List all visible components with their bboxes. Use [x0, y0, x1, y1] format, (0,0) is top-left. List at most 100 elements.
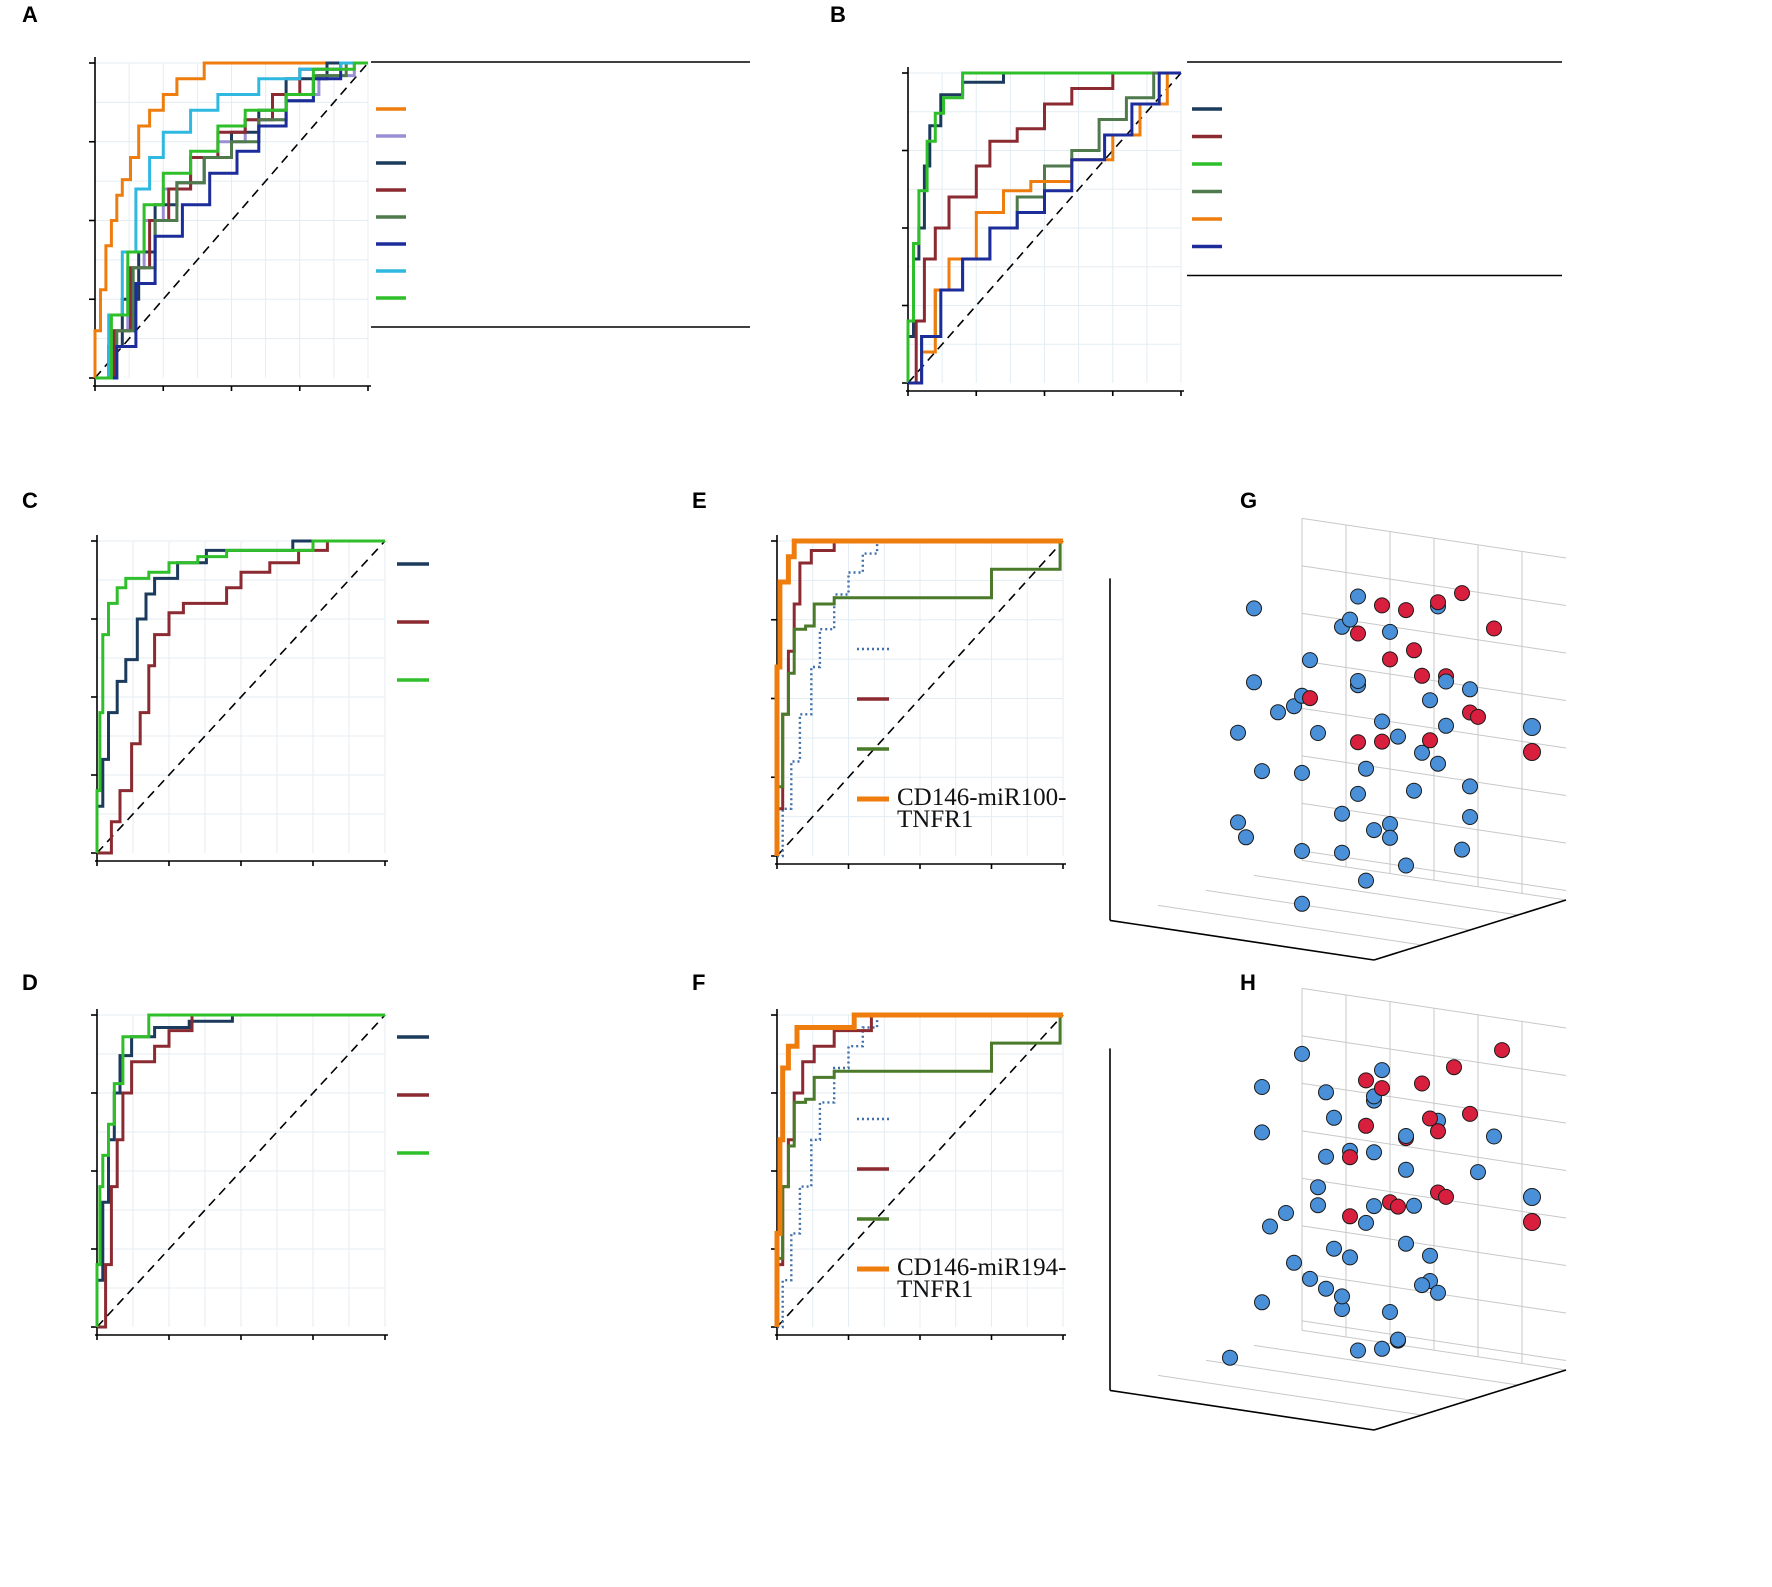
- series-line-cd146-cd144: [95, 539, 385, 853]
- panel-d: D: [22, 970, 429, 1340]
- data-point-no: [1334, 805, 1350, 822]
- series-line-cd144: [97, 539, 385, 855]
- series-line-cd146-fl: [93, 61, 368, 378]
- data-point-yes: [1430, 594, 1446, 611]
- data-point-no: [1406, 782, 1422, 799]
- data-point-no: [1278, 1205, 1294, 1221]
- data-point-no: [1334, 1288, 1350, 1305]
- legend-marker-no: [1523, 718, 1541, 736]
- data-point-no: [1342, 1249, 1358, 1266]
- data-point-no: [1414, 744, 1430, 761]
- panel-label: C: [22, 488, 38, 513]
- data-point-no: [1398, 1235, 1414, 1252]
- data-point-yes: [1406, 642, 1422, 659]
- panel-g: G: [1109, 488, 1567, 961]
- series-line-mir155-cha: [908, 71, 1181, 385]
- data-point-no: [1310, 1197, 1326, 1214]
- data-point-yes: [1422, 1110, 1438, 1127]
- data-point-no: [1222, 1349, 1238, 1366]
- data-point-no: [1462, 809, 1478, 825]
- series-line-cd146: [95, 539, 385, 853]
- data-point-no: [1374, 713, 1390, 730]
- panel-c: C: [22, 488, 429, 866]
- data-point-yes: [1454, 585, 1470, 602]
- grid-line: [1301, 1329, 1567, 1371]
- data-point-no: [1294, 1045, 1310, 1062]
- data-point-yes: [1390, 1198, 1406, 1215]
- data-point-no: [1366, 1198, 1382, 1215]
- data-point-no: [1438, 717, 1454, 734]
- data-point-no: [1310, 725, 1326, 741]
- data-point-yes: [1350, 625, 1366, 642]
- data-point-no: [1422, 1247, 1438, 1264]
- data-point-no: [1430, 755, 1446, 772]
- data-point-yes: [1358, 1072, 1374, 1089]
- panel-h: H: [1109, 970, 1567, 1431]
- panel-b: B: [830, 2, 1562, 396]
- data-point-no: [1254, 1124, 1270, 1141]
- data-point-no: [1366, 1144, 1382, 1161]
- panel-label: F: [692, 970, 705, 995]
- data-point-no: [1254, 1079, 1270, 1095]
- series-line-mir100-mir194: [95, 1013, 385, 1327]
- legend-marker-no: [1523, 1188, 1541, 1206]
- data-point-yes: [1430, 1123, 1446, 1140]
- data-point-no: [1238, 829, 1254, 846]
- grid-line: [1253, 1344, 1519, 1386]
- grid-line: [1157, 904, 1423, 946]
- data-point-no: [1350, 785, 1366, 802]
- data-point-no: [1454, 841, 1470, 858]
- data-point-no: [1358, 1214, 1374, 1231]
- data-point-no: [1318, 1084, 1334, 1101]
- data-point-no: [1294, 843, 1310, 859]
- data-point-no: [1358, 872, 1374, 889]
- panel-label: G: [1240, 488, 1257, 513]
- data-point-no: [1342, 611, 1358, 628]
- data-point-no: [1438, 673, 1454, 690]
- legend-name-cont: TNFR1: [897, 1276, 973, 1303]
- y-axis: [1373, 1369, 1567, 1431]
- series-line-cd146: [777, 539, 1063, 858]
- x-axis: [1109, 919, 1375, 961]
- data-point-no: [1382, 1304, 1398, 1320]
- series-line-tnfr1: [775, 539, 1063, 856]
- legend-name: CD146-miR194-: [897, 1254, 1066, 1281]
- data-point-no: [1398, 857, 1414, 874]
- grid-line: [1205, 1359, 1471, 1401]
- data-point-no: [1350, 673, 1366, 689]
- panel-label: B: [830, 2, 846, 27]
- data-point-no: [1462, 681, 1478, 698]
- legend-name-cont: TNFR1: [897, 806, 973, 833]
- data-point-no: [1246, 600, 1262, 617]
- grid-line: [1253, 874, 1519, 916]
- x-axis: [1109, 1389, 1375, 1431]
- data-point-no: [1286, 1254, 1302, 1271]
- data-point-no: [1422, 692, 1438, 709]
- data-point-no: [1358, 760, 1374, 777]
- reference-line: [776, 540, 1064, 857]
- data-point-no: [1334, 844, 1350, 861]
- series-line-tnfr1: [775, 1013, 1063, 1327]
- data-point-yes: [1374, 597, 1390, 614]
- panel-e: E CD146-miR100-TNFR1: [692, 488, 1066, 869]
- data-point-yes: [1438, 1188, 1454, 1205]
- series-line-mir155-abs: [908, 71, 1181, 385]
- data-point-yes: [1398, 602, 1414, 619]
- data-point-no: [1462, 778, 1478, 795]
- grid-line: [1301, 859, 1567, 901]
- series-line-cd146-mir194-tnfr1: [774, 1012, 1063, 1327]
- legend-marker-yes: [1523, 743, 1541, 761]
- reference-line: [96, 1014, 386, 1328]
- data-point-no: [1382, 623, 1398, 640]
- series-line-mir194-abs: [908, 71, 1181, 385]
- data-point-yes: [1494, 1042, 1510, 1059]
- data-point-yes: [1350, 734, 1366, 751]
- panel-label: A: [22, 2, 38, 27]
- data-point-no: [1254, 1294, 1270, 1311]
- data-point-no: [1294, 895, 1310, 912]
- data-point-no: [1366, 822, 1382, 839]
- reference-line: [94, 62, 369, 379]
- data-point-no: [1406, 1197, 1422, 1214]
- data-point-yes: [1414, 1075, 1430, 1092]
- series-line-mir194-cha: [906, 71, 1181, 383]
